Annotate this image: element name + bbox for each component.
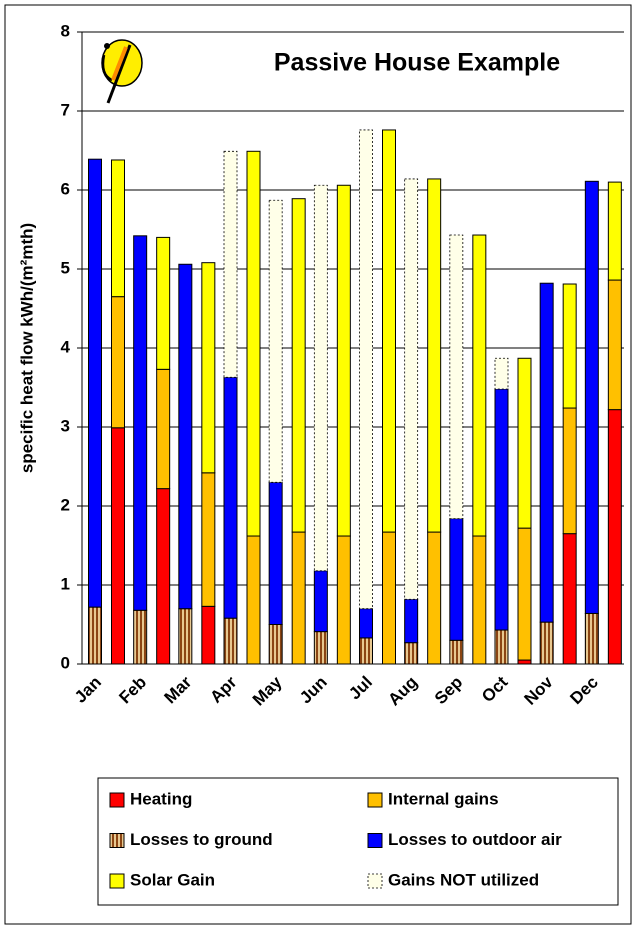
bar-segment — [178, 263, 193, 610]
bar-segment — [268, 481, 283, 625]
legend — [97, 777, 619, 906]
bar-segment — [472, 535, 487, 665]
bar-segment — [607, 279, 622, 411]
bar-segment — [111, 427, 125, 665]
bar-segment — [246, 535, 261, 665]
y-tick-label: 3 — [61, 416, 70, 435]
bar-segment — [291, 198, 306, 533]
bar-segment — [133, 609, 148, 665]
bar-segment — [359, 129, 373, 610]
title-bg — [236, 40, 596, 90]
bar-segment — [562, 283, 577, 409]
bar-segment — [449, 639, 464, 665]
bar-segment — [404, 598, 419, 644]
y-tick-label: 1 — [61, 574, 70, 593]
bar-segment — [539, 621, 554, 665]
legend-swatch — [109, 792, 125, 808]
bar-segment — [156, 368, 171, 490]
bar-segment — [223, 617, 238, 665]
bar-segment — [313, 631, 328, 665]
bar-segment — [517, 357, 532, 529]
bar-segment — [336, 184, 351, 537]
chart-title: Passive House Example — [274, 49, 560, 77]
bar-segment — [359, 608, 373, 639]
bar-segment — [404, 642, 419, 665]
bar-segment — [336, 535, 351, 665]
y-tick-label: 7 — [61, 100, 70, 119]
bar-segment — [584, 612, 599, 665]
bar-segment — [382, 129, 396, 533]
bar-segment — [472, 234, 487, 537]
bar-segment — [156, 236, 171, 370]
bar-segment — [607, 409, 622, 665]
bar-segment — [88, 606, 102, 665]
bar-segment — [201, 262, 216, 474]
legend-swatch — [367, 833, 383, 848]
bar-segment — [178, 608, 193, 665]
legend-label: Gains NOT utilized — [388, 870, 539, 889]
legend-swatch — [109, 833, 125, 848]
legend-swatch — [367, 792, 383, 808]
bar-segment — [494, 357, 509, 390]
bar-segment — [539, 282, 554, 623]
legend-swatch — [367, 873, 383, 889]
y-tick-label: 6 — [61, 179, 70, 198]
y-tick-label: 8 — [61, 21, 70, 40]
legend-label: Losses to outdoor air — [388, 830, 562, 849]
bar-segment — [291, 531, 306, 665]
bar-segment — [562, 407, 577, 535]
bar-segment — [449, 518, 464, 641]
bar-segment — [133, 235, 148, 611]
bar-segment — [313, 184, 328, 572]
bar-segment — [201, 472, 216, 607]
bar-segment — [427, 178, 442, 533]
bar-segment — [382, 531, 396, 665]
bar-segment — [313, 570, 328, 633]
bar-segment — [562, 533, 577, 665]
bar-segment — [223, 150, 238, 378]
legend-label: Losses to ground — [130, 830, 273, 849]
bar-segment — [607, 181, 622, 281]
legend-label: Internal gains — [388, 789, 499, 808]
y-tick-label: 4 — [61, 337, 71, 356]
legend-label: Solar Gain — [130, 870, 215, 889]
y-axis-title: specific heat flow kWh/(m²mth) — [17, 223, 36, 473]
bar-segment — [584, 180, 599, 614]
bar-segment — [404, 178, 419, 600]
bar-segment — [268, 624, 283, 665]
logo — [101, 39, 143, 104]
legend-label: Heating — [130, 789, 192, 808]
bar-segment — [223, 376, 238, 619]
bar-segment — [111, 159, 125, 298]
y-tick-label: 5 — [61, 258, 70, 277]
bar-segment — [449, 234, 464, 520]
y-tick-label: 2 — [61, 495, 70, 514]
bar-segment — [517, 659, 532, 665]
bar-segment — [517, 527, 532, 661]
bar-segment — [494, 629, 509, 665]
bar-segment — [494, 388, 509, 631]
bar-segment — [88, 158, 102, 608]
bar-segment — [268, 199, 283, 483]
bar-segment — [201, 605, 216, 665]
bar-segment — [427, 531, 442, 665]
bar-segment — [111, 296, 125, 429]
bar-segment — [246, 150, 261, 537]
y-tick-label: 0 — [61, 653, 70, 672]
bar-segment — [156, 488, 171, 665]
legend-swatch — [109, 873, 125, 889]
bar-segment — [359, 637, 373, 665]
